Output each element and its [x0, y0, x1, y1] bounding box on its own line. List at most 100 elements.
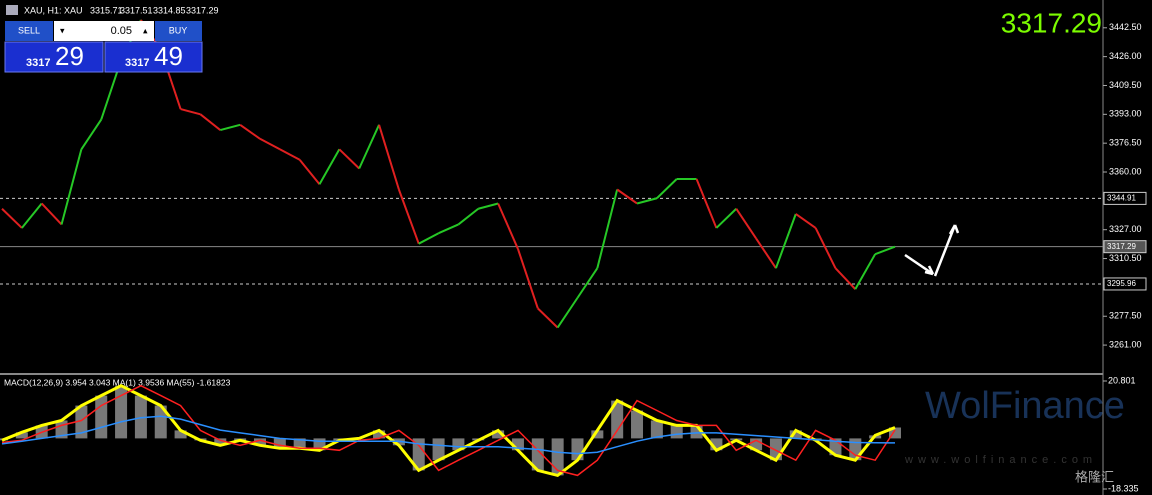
- indicator-line: [1, 384, 896, 477]
- price-segment: [497, 203, 519, 250]
- histogram-bar: [591, 430, 604, 439]
- y-tick-label: 3360.00: [1109, 166, 1142, 176]
- histogram-bar: [670, 425, 683, 439]
- price-segment: [755, 237, 777, 269]
- ohlc: 3315.71: [90, 5, 123, 15]
- price-level-box: [1103, 277, 1147, 291]
- source-logo: 格隆汇: [1075, 469, 1114, 484]
- price-segment: [397, 189, 420, 245]
- y-tick-label: 3310.50: [1109, 253, 1142, 263]
- price-segment: [199, 113, 221, 131]
- histogram-bar: [15, 432, 28, 439]
- lot-up[interactable]: ▴: [143, 25, 148, 35]
- lot-value[interactable]: 0.05: [111, 25, 132, 37]
- price-level-box: [1103, 240, 1147, 254]
- price-segment: [318, 148, 341, 185]
- buy-button[interactable]: [155, 21, 202, 41]
- price-segment: [735, 208, 757, 239]
- price-segment: [21, 202, 43, 229]
- price-segment: [338, 148, 360, 170]
- price-segment: [298, 159, 321, 185]
- sell-button[interactable]: [5, 21, 53, 41]
- histogram-bar: [253, 438, 266, 446]
- y-tick-label: 3409.50: [1109, 80, 1142, 90]
- buy-price-small: 49: [154, 41, 183, 71]
- histogram-bar: [650, 420, 663, 439]
- lot-down[interactable]: ▾: [60, 25, 65, 35]
- histogram-bar: [551, 438, 564, 476]
- price-segment: [854, 253, 877, 290]
- y-tick-label: 3277.50: [1109, 311, 1142, 321]
- histogram-bar: [511, 438, 524, 451]
- price-segment: [40, 202, 63, 226]
- histogram-bar: [293, 438, 306, 449]
- y-tick-label: 3327.00: [1109, 224, 1142, 234]
- price-segment: [695, 178, 718, 229]
- sell-label[interactable]: SELL: [18, 25, 40, 35]
- price-segment: [556, 297, 579, 329]
- price-segment: [517, 248, 539, 309]
- histogram-bar: [432, 438, 445, 461]
- watermark-url: www.wolfinance.com: [904, 454, 1097, 466]
- price-segment: [834, 267, 857, 290]
- buy-price[interactable]: [104, 41, 203, 73]
- sell-price-small: 29: [55, 41, 84, 71]
- price-segment: [220, 123, 241, 132]
- watermark: WolFinance: [925, 385, 1125, 427]
- y-tick-label: 3393.00: [1109, 109, 1142, 119]
- histogram-bar: [75, 405, 88, 439]
- histogram-bar: [452, 438, 465, 451]
- macd-panel: MACD(12,26,9) 3.954 3.043 MA(1) 3.9536 M…: [0, 375, 1139, 493]
- ohlc: 3317.51: [120, 5, 153, 15]
- price-segment: [438, 223, 459, 235]
- sell-price-big: 3317: [26, 57, 50, 69]
- histogram-bar: [174, 430, 187, 439]
- price-panel: 3442.50 3426.00 3409.50 3393.00 3376.50 3360.…: [0, 19, 1147, 349]
- histogram-bar: [611, 400, 624, 439]
- histogram-bar: [214, 438, 227, 446]
- last-price: 3317.29: [1001, 7, 1102, 38]
- lot-input[interactable]: [54, 21, 154, 41]
- symbol: XAU, H1: XAU: [24, 5, 83, 15]
- price-segment: [259, 137, 281, 151]
- price-segment: [457, 207, 479, 226]
- ohlc: 3314.85: [153, 5, 186, 15]
- price-segment: [596, 189, 619, 269]
- histogram-bar: [95, 395, 108, 439]
- histogram-bar: [789, 430, 802, 439]
- price-segment: [576, 267, 599, 299]
- histogram-bar: [373, 430, 386, 439]
- price-segment: [774, 213, 797, 269]
- histogram-bar: [631, 410, 644, 439]
- price-level-label: 3317.29: [1107, 242, 1136, 251]
- y-tick-label: 3426.00: [1109, 51, 1142, 61]
- price-segment: [279, 148, 301, 161]
- price-level-box: [1103, 191, 1147, 205]
- price-segment: [478, 202, 499, 210]
- price-segment: [378, 124, 400, 190]
- histogram-bar: [750, 438, 763, 451]
- histogram-bar: [571, 438, 584, 461]
- price-segment: [1, 208, 23, 229]
- price-level-label: 3344.91: [1107, 194, 1136, 203]
- y-tick-label: 3261.00: [1109, 339, 1142, 349]
- y-tick-label: -18.335: [1108, 483, 1139, 493]
- sell-price[interactable]: [4, 41, 104, 73]
- buy-label[interactable]: BUY: [169, 25, 188, 35]
- histogram-bar: [889, 427, 901, 439]
- menu-icon[interactable]: [6, 5, 18, 15]
- indicator-label: MACD(12,26,9) 3.954 3.043 MA(1) 3.9536 M…: [4, 377, 231, 387]
- histogram-bar: [154, 405, 167, 439]
- histogram-bar: [313, 438, 326, 451]
- price-segment: [656, 178, 678, 199]
- price-segment: [814, 227, 837, 269]
- price-segment: [636, 197, 658, 205]
- forecast-arrow: [904, 224, 960, 277]
- y-tick-label: 3376.50: [1109, 138, 1142, 148]
- histogram-bar: [273, 438, 286, 449]
- indicator-line: [1, 415, 896, 455]
- price-segment: [80, 119, 103, 150]
- y-tick-label: 20.801: [1108, 375, 1136, 385]
- price-level-label: 3295.96: [1107, 279, 1136, 288]
